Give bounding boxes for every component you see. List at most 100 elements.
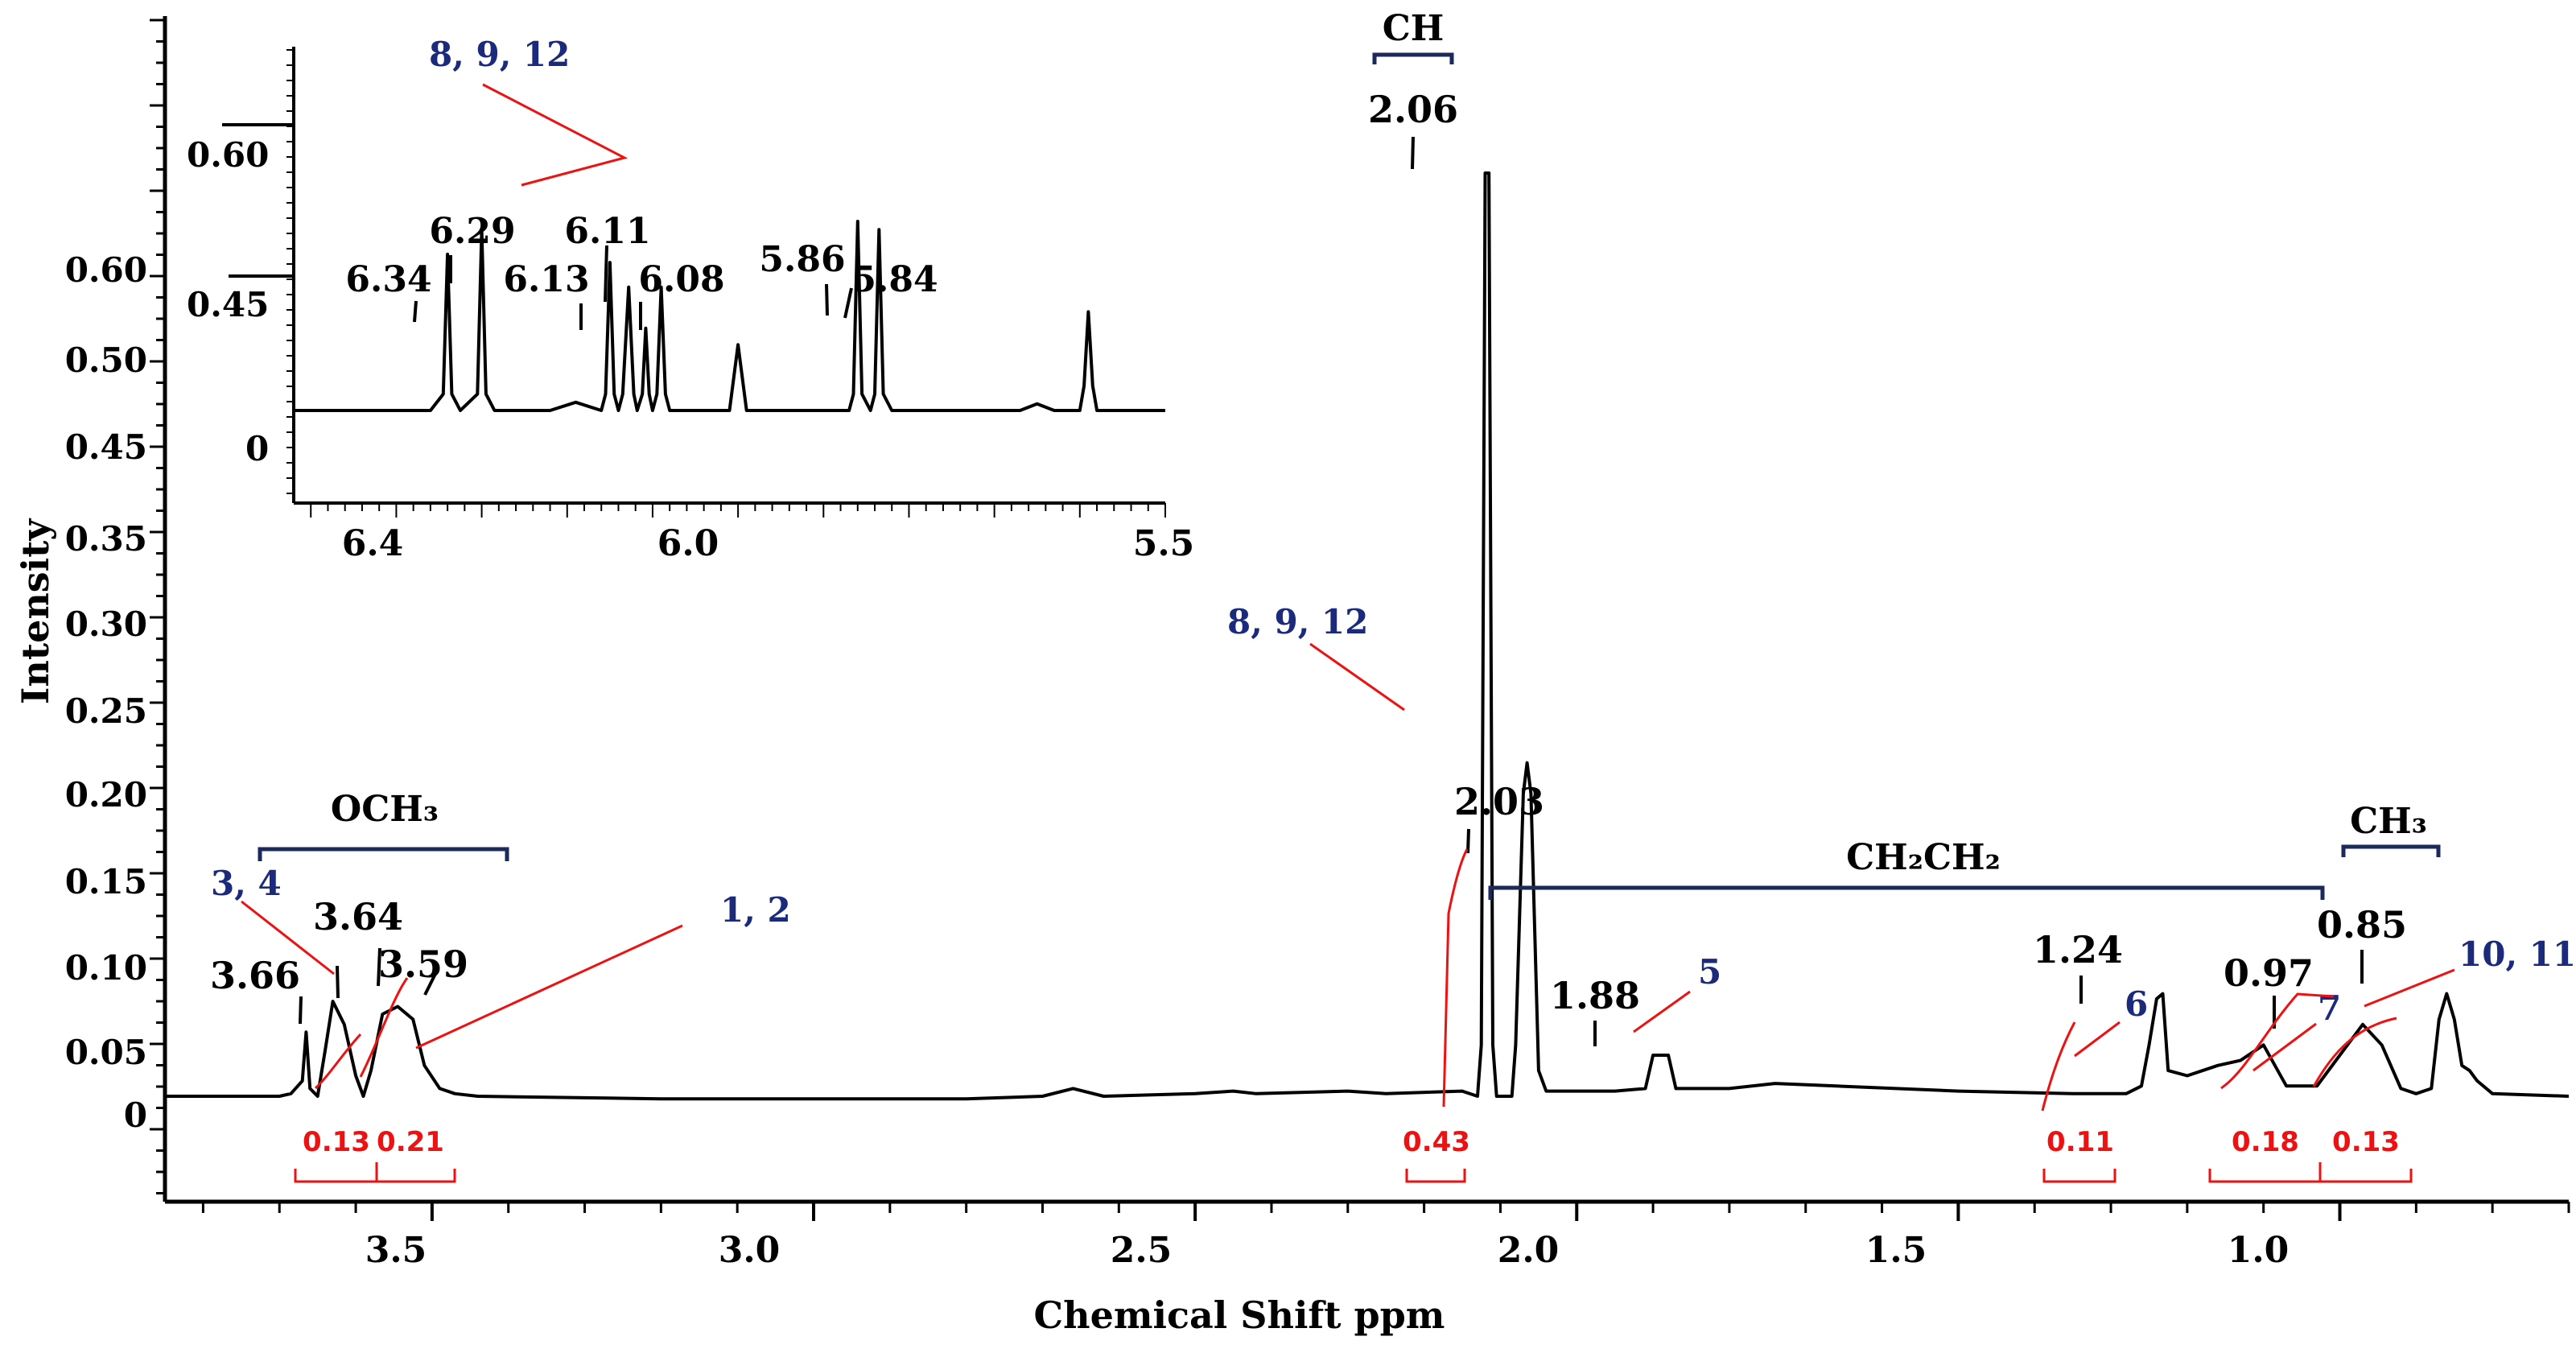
inset-peak-marker: [604, 245, 608, 303]
inset-x-tick-label: 6.4: [342, 523, 404, 564]
assignment-pointer: [2074, 1021, 2121, 1058]
y-minor-ticks: [150, 19, 165, 1194]
y-tick-label: 0.50: [65, 340, 147, 380]
integral-value: 0.18: [2232, 1126, 2299, 1158]
y-tick-label: 0.20: [65, 775, 147, 815]
integration-bracket: [2208, 1169, 2413, 1183]
integral-curve: [1442, 848, 1469, 1108]
assignment-pointer: [2252, 1022, 2317, 1072]
inset-y-tick-label: 0.45: [187, 285, 269, 324]
peak-label: 1.24: [2033, 928, 2123, 971]
x-axis-title: Chemical Shift ppm: [1034, 1293, 1445, 1337]
assignment-label: 7: [2318, 988, 2341, 1028]
integral-curve: [314, 1033, 362, 1090]
peak-marker: [299, 996, 303, 1025]
peak-marker: [1411, 136, 1415, 170]
inset-y-tick-label: 0.60: [187, 135, 269, 175]
integral-curve: [359, 977, 409, 1078]
x-tick-label: 3.0: [719, 1230, 781, 1271]
integral-curve: [2041, 1021, 2076, 1112]
group-bracket: [258, 847, 509, 861]
peak-label: 0.97: [2224, 951, 2314, 995]
x-tick-label: 2.0: [1498, 1230, 1560, 1271]
integration-bracket: [1405, 1169, 1466, 1183]
assignment-pointer: [1309, 642, 1405, 712]
peak-marker: [1466, 828, 1470, 854]
integral-value: 0.43: [1403, 1126, 1470, 1158]
assignment-label: 8, 9, 12: [1227, 602, 1368, 641]
inset-x-ticks: [310, 503, 1166, 518]
x-tick-label: 1.0: [2228, 1230, 2290, 1271]
inset-peak-label: 6.34: [345, 259, 431, 300]
x-tick-label: 1.5: [1865, 1230, 1927, 1271]
inset-peak-marker: [825, 283, 829, 316]
integral-curve: [2220, 992, 2335, 1090]
group-label: CH₃: [2350, 801, 2427, 842]
inset-assignment-label: 8, 9, 12: [429, 35, 570, 74]
peak-marker: [336, 965, 340, 999]
peak-label: 2.03: [1454, 780, 1544, 823]
inset-y-tick-label: 0: [245, 429, 269, 468]
assignment-label: 5: [1698, 952, 1721, 992]
main-axes: [163, 16, 2569, 1204]
inset-peak-label: 5.84: [851, 259, 938, 300]
group-label: CH: [1383, 8, 1445, 49]
inset-x-tick-label: 5.5: [1133, 523, 1195, 564]
group-bracket: [1488, 885, 2325, 900]
x-ticks: [201, 1202, 2570, 1221]
peak-marker: [377, 947, 381, 987]
y-tick-label: 0.10: [65, 948, 147, 988]
inset-spectrum-trace: [294, 220, 1165, 412]
y-tick-label: 0.45: [65, 427, 147, 467]
assignment-label: 1, 2: [720, 890, 791, 930]
group-label: CH₂CH₂: [1846, 837, 2001, 878]
assignment-label: 3, 4: [211, 864, 282, 903]
assignment-pointer: [415, 924, 683, 1050]
integral-value: 0.11: [2046, 1126, 2114, 1158]
integral-value: 0.21: [377, 1126, 444, 1158]
inset-peak-label: 6.08: [638, 259, 724, 300]
inset-peak-marker: [843, 287, 853, 319]
group-bracket: [1372, 52, 1454, 64]
inset-chart: 0 0.45 0.60 6.4 6.0 5.5 6.34 6.29 6.13 6…: [187, 35, 1194, 564]
inset-x-tick-label: 6.0: [657, 523, 719, 564]
y-tick-label: 0.05: [65, 1033, 147, 1072]
peak-marker: [423, 971, 438, 996]
group-bracket: [2341, 844, 2441, 857]
peak-label: 2.06: [1368, 88, 1458, 131]
integral-value: 0.13: [2332, 1126, 2400, 1158]
y-tick-label: 0.25: [65, 691, 147, 731]
y-tick-label: 0: [124, 1095, 147, 1135]
assignment-pointer: [241, 900, 335, 976]
inset-peak-marker: [413, 300, 418, 323]
inset-y-minor-ticks: [286, 49, 294, 494]
inset-peak-label: 5.86: [759, 239, 845, 280]
peak-label: 1.88: [1550, 974, 1640, 1017]
assignment-pointer: [1633, 990, 1691, 1033]
integration-bracket: [2042, 1169, 2116, 1183]
inset-peak-label: 6.29: [429, 211, 515, 252]
assignment-label: 6: [2125, 984, 2148, 1024]
peak-label: 3.59: [378, 943, 468, 986]
assignment-label: 10, 11: [2459, 934, 2576, 974]
integration-bracket: [294, 1169, 456, 1183]
y-axis-title: Intensity: [14, 518, 57, 705]
peak-label: 3.66: [210, 954, 300, 997]
y-tick-label: 0.60: [65, 250, 147, 290]
assignment-pointer: [2364, 968, 2455, 1008]
integral-curve: [2312, 1017, 2397, 1087]
inset-assignment-pointer: [482, 83, 629, 187]
y-tick-label: 0.30: [65, 604, 147, 644]
x-tick-label: 2.5: [1111, 1230, 1173, 1271]
y-tick-label: 0.35: [65, 519, 147, 559]
integral-value: 0.13: [303, 1126, 370, 1158]
y-tick-label: 0.15: [65, 862, 147, 901]
inset-peak-label: 6.11: [564, 211, 650, 252]
inset-peak-label: 6.13: [503, 259, 589, 300]
spectrum-trace: [165, 171, 2570, 1101]
peak-label: 0.85: [2317, 903, 2407, 947]
group-label: OCH₃: [331, 789, 439, 830]
peak-label: 3.64: [313, 895, 403, 938]
x-tick-label: 3.5: [365, 1230, 427, 1271]
